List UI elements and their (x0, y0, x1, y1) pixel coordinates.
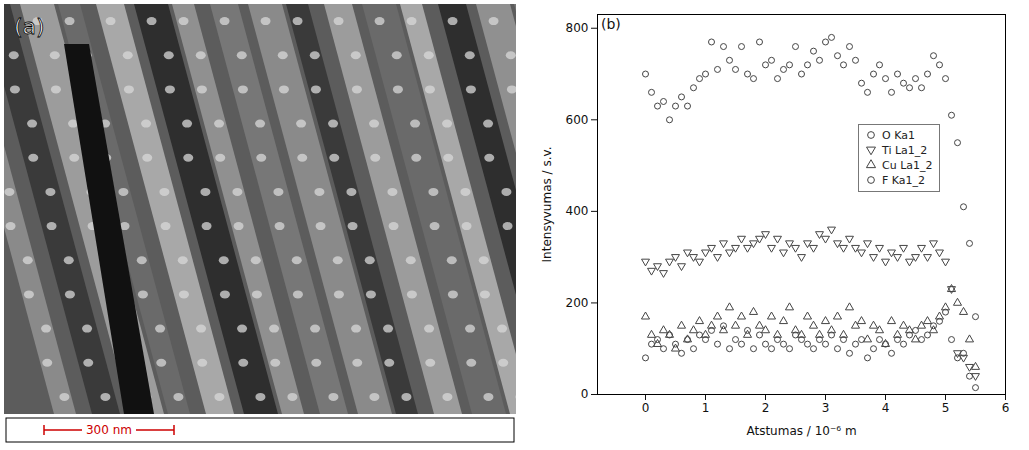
html-text:O Ka1: O Ka1 (882, 128, 915, 142)
svg-text:(a): (a) (14, 14, 45, 39)
svg-text:Atstumas / 10⁻⁶ m: Atstumas / 10⁻⁶ m (746, 424, 856, 438)
svg-text:400: 400 (566, 204, 589, 218)
svg-text:600: 600 (566, 113, 589, 127)
svg-text:0: 0 (642, 401, 650, 415)
svg-text:6: 6 (1002, 401, 1010, 415)
html-text:Cu La1_2: Cu La1_2 (882, 158, 933, 172)
svg-text:4: 4 (882, 401, 890, 415)
svg-text:1: 1 (702, 401, 710, 415)
svg-text:200: 200 (566, 296, 589, 310)
svg-text:2: 2 (762, 401, 770, 415)
svg-text:300 nm: 300 nm (86, 423, 132, 437)
svg-text:5: 5 (942, 401, 950, 415)
svg-text:800: 800 (566, 21, 589, 35)
html-text:(b): (b) (601, 16, 621, 32)
html-text:F Ka1_2: F Ka1_2 (882, 173, 926, 187)
svg-text:3: 3 (822, 401, 830, 415)
svg-text:Intensyvumas / s.v.: Intensyvumas / s.v. (540, 147, 554, 263)
svg-text:0: 0 (581, 387, 589, 401)
html-text:Ti La1_2: Ti La1_2 (882, 143, 928, 157)
